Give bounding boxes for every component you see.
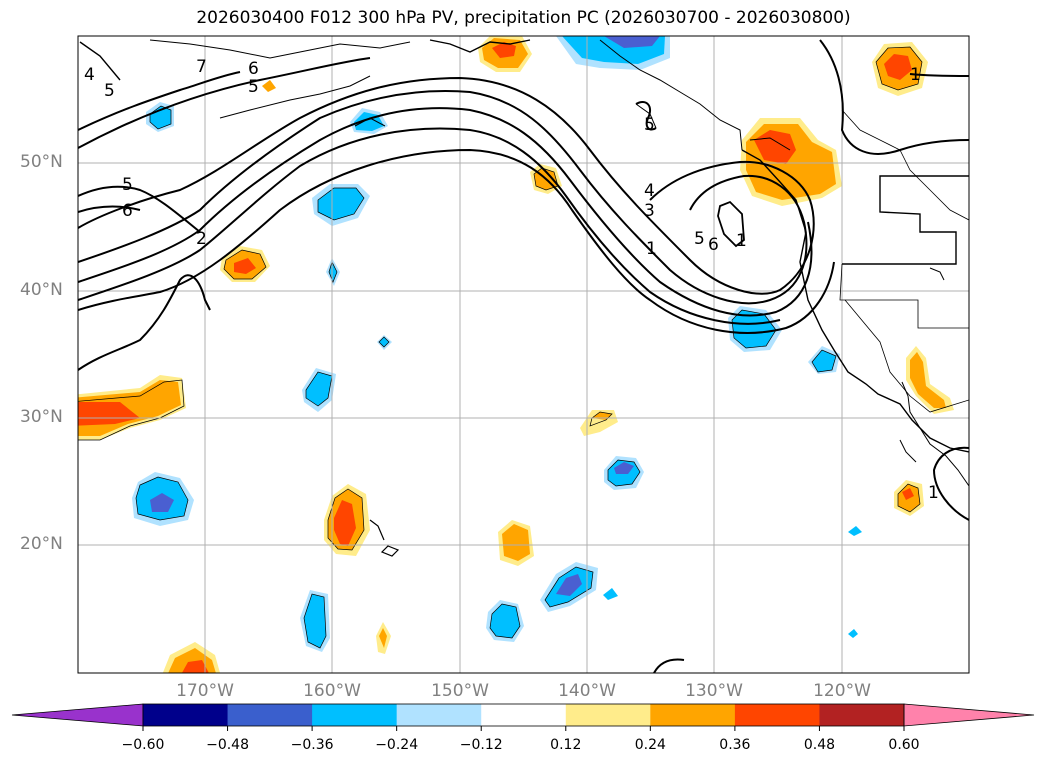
precip-blob xyxy=(318,188,364,220)
colorbar-segment xyxy=(227,704,313,726)
contour-label: 5 xyxy=(248,77,259,97)
contour-label: 6 xyxy=(248,59,259,79)
gridlines xyxy=(78,36,969,673)
precip-blob xyxy=(884,54,912,80)
precip-blob xyxy=(910,352,946,408)
colorbar-tick-label: −0.48 xyxy=(206,737,249,753)
precip-blob xyxy=(334,500,356,546)
lon-tick-label: 130°W xyxy=(685,681,743,701)
colorbar-tick-label: −0.36 xyxy=(290,737,334,753)
colorbar-segment xyxy=(819,704,905,726)
precip-blob xyxy=(603,588,618,600)
colorbar-tick-label: 0.12 xyxy=(550,737,582,753)
colorbar-tick-label: 0.24 xyxy=(634,737,666,753)
figure-title: 2026030400 F012 300 hPa PV, precipitatio… xyxy=(196,8,851,28)
colorbar-segment xyxy=(312,704,398,726)
colorbar-tick-label: −0.60 xyxy=(121,737,165,753)
precip-blob xyxy=(848,526,862,536)
precip-blob xyxy=(262,80,276,92)
colorbar-tick-label: 0.36 xyxy=(719,737,751,753)
contour-label: 1 xyxy=(736,231,747,251)
colorbar-segment xyxy=(650,704,736,726)
precip-blob xyxy=(732,310,776,348)
colorbar-segment xyxy=(143,704,229,726)
precip-blob xyxy=(902,488,914,500)
precip-blob xyxy=(604,36,660,48)
contour-label: 5 xyxy=(104,81,115,101)
contour-label: 4 xyxy=(644,181,655,201)
contour-label: 3 xyxy=(644,201,655,221)
precip-blob xyxy=(490,604,520,638)
contour-label: 7 xyxy=(196,57,207,77)
contour-label: 1 xyxy=(928,483,939,503)
lat-tick-label: 30°N xyxy=(20,407,63,427)
precip-blob xyxy=(234,258,256,274)
lat-tick-label: 20°N xyxy=(20,534,63,554)
lon-tick-label: 140°W xyxy=(558,681,616,701)
map-panel: 7 6 5 5 4 5 6 2 5 4 3 1 5 6 1 1 1 xyxy=(78,36,969,673)
lon-tick-label: 150°W xyxy=(431,681,489,701)
precip-blob xyxy=(304,594,326,648)
contour-label: 6 xyxy=(708,235,719,255)
map-frame xyxy=(77,35,970,674)
contour-label: 5 xyxy=(122,175,133,195)
precip-blob xyxy=(181,660,209,673)
colorbar-segment xyxy=(565,704,651,726)
colorbar-extend-high xyxy=(903,703,1035,727)
colorbar-tick-label: −0.24 xyxy=(375,737,419,753)
colorbar-segment xyxy=(481,704,567,726)
precip-blob xyxy=(614,462,634,474)
colorbar-tick-label: 0.60 xyxy=(888,737,920,753)
colorbar-segment xyxy=(396,704,482,726)
lon-tick-label: 120°W xyxy=(813,681,871,701)
lat-tick-label: 40°N xyxy=(20,280,63,300)
colorbar-extend-low xyxy=(11,703,144,727)
contour-label: 5 xyxy=(644,115,655,135)
contour-label-layer: 7 6 5 5 4 5 6 2 5 4 3 1 5 6 1 1 1 xyxy=(84,57,939,503)
colorbar-segment xyxy=(734,704,820,726)
precip-blob xyxy=(556,574,582,596)
contour-label: 1 xyxy=(910,65,921,85)
precip-blob xyxy=(78,402,140,426)
precip-blob xyxy=(848,629,858,638)
precip-blob xyxy=(812,350,836,372)
contour-label: 6 xyxy=(122,201,133,221)
precip-blob xyxy=(150,493,174,512)
colorbar xyxy=(11,703,1035,731)
lon-tick-label: 170°W xyxy=(176,681,234,701)
contour-label: 2 xyxy=(196,229,207,249)
contour-label: 1 xyxy=(646,239,657,259)
precip-blob xyxy=(502,524,530,561)
lon-tick-label: 160°W xyxy=(303,681,361,701)
colorbar-tick-label: −0.12 xyxy=(459,737,503,753)
lat-tick-label: 50°N xyxy=(20,152,63,172)
contour-label: 4 xyxy=(84,65,95,85)
colorbar-frame xyxy=(142,703,905,727)
pv-contours xyxy=(78,39,969,673)
colorbar-tick-label: 0.48 xyxy=(803,737,836,753)
contour-label: 5 xyxy=(694,229,705,249)
precip-blob xyxy=(492,42,516,58)
precip-blob xyxy=(379,628,387,648)
